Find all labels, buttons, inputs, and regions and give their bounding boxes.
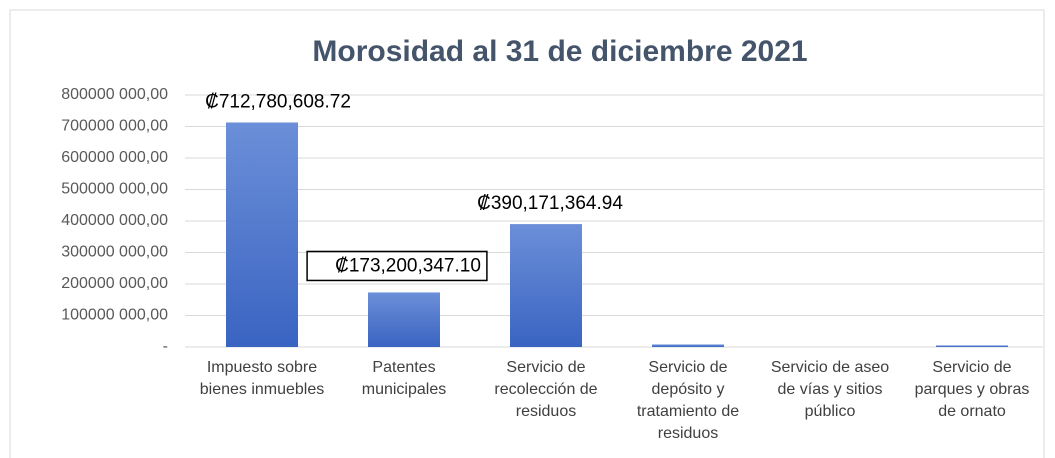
data-label: ₡712,780,608.72 bbox=[205, 91, 351, 112]
y-tick-label: 300000 000,00 bbox=[61, 244, 168, 261]
y-tick-label: 200000 000,00 bbox=[61, 275, 168, 292]
x-tick-label: Patentes municipales bbox=[361, 359, 447, 398]
data-label-box bbox=[306, 250, 488, 282]
y-tick-label: - bbox=[163, 338, 168, 355]
y-tick-label: 600000 000,00 bbox=[61, 149, 168, 166]
data-label: ₡173,200,347.10 bbox=[335, 255, 481, 276]
bar bbox=[936, 345, 1008, 347]
bar bbox=[368, 292, 440, 347]
chart-title: Morosidad al 31 de diciembre 2021 bbox=[312, 35, 807, 68]
x-tick-label: Servicio de depósito y tratamiento de re… bbox=[636, 359, 740, 442]
bar bbox=[510, 224, 582, 347]
y-tick-label: 500000 000,00 bbox=[61, 181, 168, 198]
bar bbox=[652, 344, 724, 347]
x-tick-label: Impuesto sobre bienes inmuebles bbox=[199, 359, 325, 398]
y-tick-label: 700000 000,00 bbox=[61, 118, 168, 135]
x-tick-label: Servicio de recolección de residuos bbox=[494, 359, 598, 420]
y-tick-label: 100000 000,00 bbox=[61, 307, 168, 324]
x-tick-label: Servicio de parques y obras de ornato bbox=[914, 359, 1030, 420]
x-tick-label: Servicio de aseo de vías y sitios públic… bbox=[770, 359, 890, 420]
data-label: ₡390,171,364.94 bbox=[477, 193, 623, 214]
bar bbox=[226, 122, 298, 347]
chart-border bbox=[9, 9, 1045, 458]
y-tick-label: 800000 000,00 bbox=[61, 86, 168, 103]
y-tick-label: 400000 000,00 bbox=[61, 212, 168, 229]
